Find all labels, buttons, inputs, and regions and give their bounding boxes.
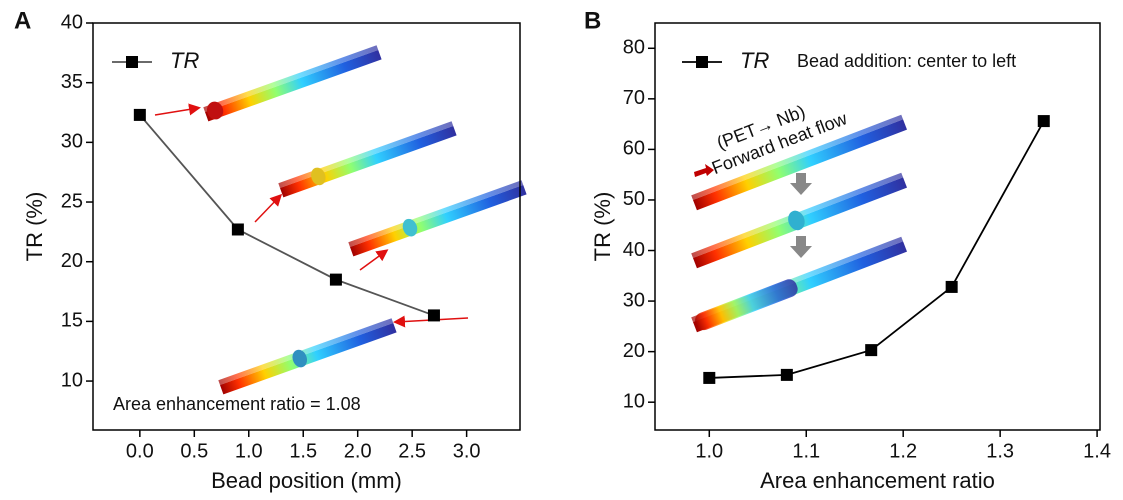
data-point xyxy=(329,273,342,286)
panel-label: B xyxy=(584,7,601,34)
x-tick-label: 1.0 xyxy=(235,440,263,462)
legend-marker xyxy=(126,56,138,68)
x-tick-label: 2.5 xyxy=(398,440,426,462)
series-line xyxy=(139,114,435,317)
y-tick-label: 20 xyxy=(61,250,83,272)
y-tick-label: 80 xyxy=(623,37,645,59)
data-point xyxy=(780,368,793,381)
x-tick-label: 0.5 xyxy=(180,440,208,462)
x-tick-label: 1.3 xyxy=(986,440,1014,462)
data-point xyxy=(703,371,716,384)
y-tick-label: 60 xyxy=(623,138,645,160)
y-tick-label: 10 xyxy=(623,390,645,412)
x-tick-label: 0.0 xyxy=(126,440,154,462)
x-tick-label: 2.0 xyxy=(344,440,372,462)
y-tick-label: 20 xyxy=(623,340,645,362)
data-point xyxy=(427,309,440,322)
annotation: Area enhancement ratio = 1.08 xyxy=(113,394,361,414)
y-tick-label: 40 xyxy=(623,239,645,261)
x-axis-label: Bead position (mm) xyxy=(211,468,402,493)
y-tick-label: 30 xyxy=(61,131,83,153)
x-tick-label: 1.1 xyxy=(792,440,820,462)
y-axis-label: TR (%) xyxy=(590,192,615,262)
x-tick-label: 1.0 xyxy=(695,440,723,462)
plot-frame xyxy=(654,22,1101,431)
data-point xyxy=(1037,115,1050,128)
data-point xyxy=(133,108,146,121)
x-axis-label: Area enhancement ratio xyxy=(760,468,995,493)
data-point xyxy=(945,280,958,293)
y-tick-label: 30 xyxy=(623,289,645,311)
y-axis-label: TR (%) xyxy=(22,192,47,262)
legend-label: TR xyxy=(170,48,199,73)
y-tick-label: 10 xyxy=(61,369,83,391)
y-tick-label: 35 xyxy=(61,71,83,93)
plot-frame xyxy=(92,22,521,431)
y-tick-label: 15 xyxy=(61,310,83,332)
annotation: Bead addition: center to left xyxy=(797,51,1016,71)
y-tick-label: 50 xyxy=(623,188,645,210)
data-point xyxy=(865,344,878,357)
x-tick-label: 1.2 xyxy=(889,440,917,462)
x-tick-label: 1.4 xyxy=(1083,440,1111,462)
data-point xyxy=(231,223,244,236)
insets xyxy=(154,45,907,395)
x-tick-label: 1.5 xyxy=(289,440,317,462)
x-tick-label: 3.0 xyxy=(453,440,481,462)
y-tick-label: 70 xyxy=(623,87,645,109)
y-tick-label: 40 xyxy=(61,11,83,33)
legend-label: TR xyxy=(740,48,769,73)
legend-marker xyxy=(696,56,708,68)
y-tick-label: 25 xyxy=(61,190,83,212)
panel-label: A xyxy=(14,7,31,34)
